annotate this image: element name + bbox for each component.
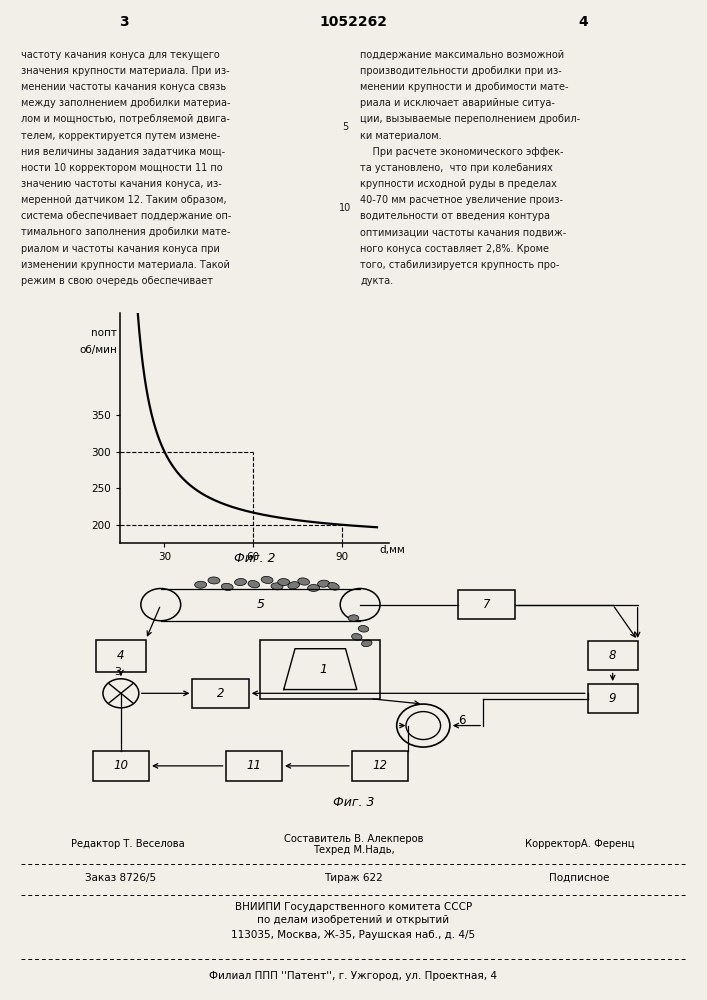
Text: Редактор Т. Веселова: Редактор Т. Веселова bbox=[71, 839, 185, 849]
Text: 5: 5 bbox=[342, 122, 349, 132]
Bar bbox=[192, 679, 249, 708]
Text: водительности от введения контура: водительности от введения контура bbox=[360, 211, 550, 221]
Text: крупности исходной руды в пределах: крупности исходной руды в пределах bbox=[360, 179, 557, 189]
Text: значения крупности материала. При из-: значения крупности материала. При из- bbox=[21, 66, 230, 76]
Ellipse shape bbox=[278, 579, 290, 586]
Text: менении крупности и дробимости мате-: менении крупности и дробимости мате- bbox=[360, 82, 568, 92]
Text: 5: 5 bbox=[257, 598, 264, 611]
Text: ки материалом.: ки материалом. bbox=[360, 131, 442, 141]
Bar bbox=[96, 640, 146, 672]
Ellipse shape bbox=[194, 581, 206, 588]
Text: ВНИИПИ Государственного комитета СССР: ВНИИПИ Государственного комитета СССР bbox=[235, 902, 472, 912]
Text: 8: 8 bbox=[609, 649, 617, 662]
Ellipse shape bbox=[235, 579, 247, 586]
Text: 4: 4 bbox=[117, 649, 124, 662]
Text: режим в свою очередь обеспечивает: режим в свою очередь обеспечивает bbox=[21, 276, 214, 286]
Bar bbox=[352, 751, 409, 781]
Ellipse shape bbox=[308, 584, 320, 591]
Text: 12: 12 bbox=[373, 759, 387, 772]
Text: 6: 6 bbox=[458, 714, 465, 727]
Text: оптимизации частоты качания подвиж-: оптимизации частоты качания подвиж- bbox=[360, 227, 566, 237]
Text: 10: 10 bbox=[339, 203, 351, 213]
Text: 3: 3 bbox=[119, 15, 129, 29]
Ellipse shape bbox=[351, 634, 362, 640]
Text: между заполнением дробилки материа-: между заполнением дробилки материа- bbox=[21, 98, 230, 108]
Bar bbox=[260, 640, 380, 699]
Text: Тираж 622: Тираж 622 bbox=[324, 873, 383, 883]
Ellipse shape bbox=[221, 583, 233, 590]
Ellipse shape bbox=[328, 583, 339, 590]
Text: телем, корректируется путем измене-: телем, корректируется путем измене- bbox=[21, 131, 221, 141]
Ellipse shape bbox=[288, 582, 300, 589]
Text: nопт: nопт bbox=[91, 328, 117, 338]
Text: КорректорА. Ференц: КорректорА. Ференц bbox=[525, 839, 634, 849]
Text: об/мин: об/мин bbox=[79, 345, 117, 355]
Text: ции, вызываемые переполнением дробил-: ции, вызываемые переполнением дробил- bbox=[360, 114, 580, 124]
Bar bbox=[458, 590, 515, 619]
Text: риала и исключает аварийные ситуа-: риала и исключает аварийные ситуа- bbox=[360, 98, 555, 108]
Text: по делам изобретений и открытий: по делам изобретений и открытий bbox=[257, 915, 450, 925]
Text: 1: 1 bbox=[320, 663, 327, 676]
Ellipse shape bbox=[271, 583, 283, 590]
Text: значению частоты качания конуса, из-: значению частоты качания конуса, из- bbox=[21, 179, 222, 189]
Text: риалом и частоты качания конуса при: риалом и частоты качания конуса при bbox=[21, 244, 220, 254]
Ellipse shape bbox=[261, 576, 273, 583]
Text: Фиг. 3: Фиг. 3 bbox=[333, 796, 374, 809]
Ellipse shape bbox=[358, 626, 369, 632]
Ellipse shape bbox=[298, 578, 310, 585]
Text: Техред М.Надь,: Техред М.Надь, bbox=[312, 845, 395, 855]
Ellipse shape bbox=[317, 580, 329, 587]
Text: 1052262: 1052262 bbox=[320, 15, 387, 29]
Text: лом и мощностью, потребляемой двига-: лом и мощностью, потребляемой двига- bbox=[21, 114, 230, 124]
Text: частоту качания конуса для текущего: частоту качания конуса для текущего bbox=[21, 50, 220, 60]
Text: та установлено,  что при колебаниях: та установлено, что при колебаниях bbox=[360, 163, 553, 173]
Text: ности 10 корректором мощности 11 по: ности 10 корректором мощности 11 по bbox=[21, 163, 223, 173]
Text: система обеспечивает поддержание оп-: система обеспечивает поддержание оп- bbox=[21, 211, 232, 221]
Text: поддержание максимально возможной: поддержание максимально возможной bbox=[360, 50, 564, 60]
Bar bbox=[93, 751, 149, 781]
Text: меренной датчиком 12. Таким образом,: меренной датчиком 12. Таким образом, bbox=[21, 195, 227, 205]
Text: Подписное: Подписное bbox=[549, 873, 609, 883]
Text: ния величины задания задатчика мощ-: ния величины задания задатчика мощ- bbox=[21, 147, 226, 157]
Text: дукта.: дукта. bbox=[360, 276, 393, 286]
Text: 11: 11 bbox=[246, 759, 262, 772]
Text: 3: 3 bbox=[114, 667, 121, 677]
Bar bbox=[588, 641, 638, 670]
Ellipse shape bbox=[348, 615, 359, 621]
Text: изменении крупности материала. Такой: изменении крупности материала. Такой bbox=[21, 260, 230, 270]
Text: Фиг. 2: Фиг. 2 bbox=[234, 552, 275, 565]
Text: 2: 2 bbox=[217, 687, 224, 700]
Text: 4: 4 bbox=[578, 15, 588, 29]
Text: производительности дробилки при из-: производительности дробилки при из- bbox=[360, 66, 562, 76]
Text: 7: 7 bbox=[483, 598, 490, 611]
Text: Составитель В. Алекперов: Составитель В. Алекперов bbox=[284, 834, 423, 844]
Text: менении частоты качания конуса связь: менении частоты качания конуса связь bbox=[21, 82, 226, 92]
Ellipse shape bbox=[248, 580, 259, 588]
Text: ного конуса составляет 2,8%. Кроме: ного конуса составляет 2,8%. Кроме bbox=[360, 244, 549, 254]
Text: 9: 9 bbox=[609, 692, 617, 705]
Text: 40-70 мм расчетное увеличение произ-: 40-70 мм расчетное увеличение произ- bbox=[360, 195, 563, 205]
Text: того, стабилизируется крупность про-: того, стабилизируется крупность про- bbox=[360, 260, 559, 270]
Text: Филиал ППП ''Патент'', г. Ужгород, ул. Проектная, 4: Филиал ППП ''Патент'', г. Ужгород, ул. П… bbox=[209, 971, 498, 981]
Text: d,мм: d,мм bbox=[379, 545, 404, 555]
Bar bbox=[226, 751, 282, 781]
Bar bbox=[588, 684, 638, 713]
Text: 113035, Москва, Ж-35, Раушская наб., д. 4/5: 113035, Москва, Ж-35, Раушская наб., д. … bbox=[231, 930, 476, 940]
Text: При расчете экономического эффек-: При расчете экономического эффек- bbox=[360, 147, 563, 157]
Text: тимального заполнения дробилки мате-: тимального заполнения дробилки мате- bbox=[21, 227, 230, 237]
Text: 10: 10 bbox=[113, 759, 129, 772]
Text: Заказ 8726/5: Заказ 8726/5 bbox=[86, 873, 156, 883]
Ellipse shape bbox=[208, 577, 220, 584]
Ellipse shape bbox=[361, 640, 372, 647]
